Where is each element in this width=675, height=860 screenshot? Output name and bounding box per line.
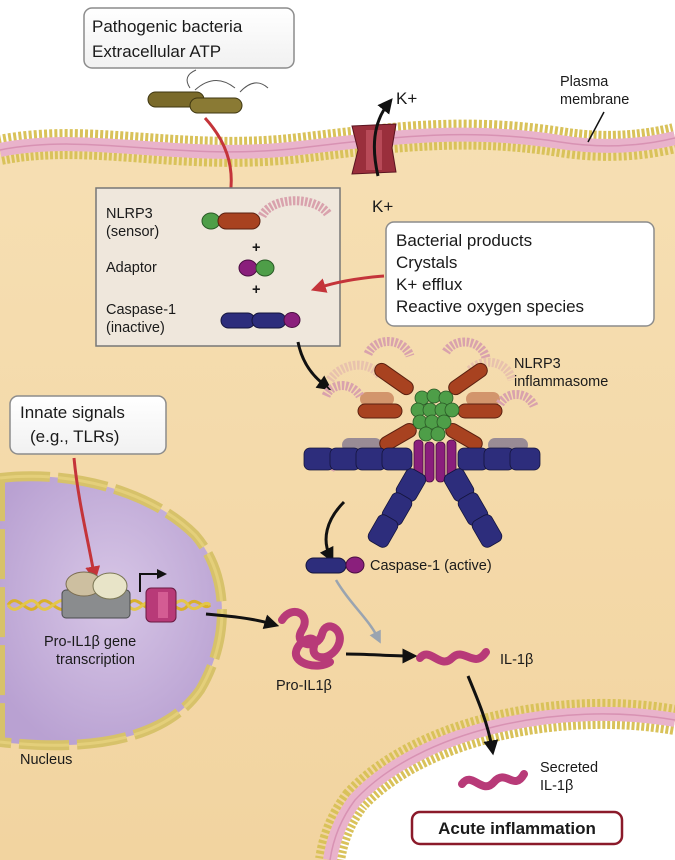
nlrp3-label-line1: NLRP3 (106, 206, 153, 222)
stimulus-item: K+ efflux (396, 275, 463, 294)
outcome-box: Acute inflammation (410, 810, 624, 846)
plasma-membrane-top (0, 119, 675, 167)
bacteria-icon (147, 69, 269, 114)
k-efflux-arrow (372, 98, 393, 177)
k-out-label: K+ (396, 89, 417, 108)
outcome-label: Acute inflammation (438, 819, 596, 838)
plasma-membrane-label-line2: membrane (560, 92, 629, 108)
plus-sign-1: + (252, 240, 260, 256)
translation-arrow (205, 612, 280, 630)
stimulus-item: Bacterial products (396, 231, 532, 250)
stimulus-item: Reactive oxygen species (396, 297, 584, 316)
transcription-complex-icon (61, 571, 131, 619)
caspase-active-icon (305, 556, 365, 574)
pro-gene-label-line1: Pro-IL1β gene (44, 634, 136, 650)
nlrp3-protein-icon (201, 196, 332, 230)
innate-signals-line1: Innate signals (20, 403, 125, 422)
pathogen-box-line1: Pathogenic bacteria (92, 17, 243, 36)
caspase-inactive-label-line2: (inactive) (106, 320, 165, 336)
caspase-inactive-label-line1: Caspase-1 (106, 302, 176, 318)
plasma-membrane-label-group: Plasma membrane (560, 74, 629, 143)
innate-signals-box: Innate signals (e.g., TLRs) (9, 395, 167, 455)
secreted-il1b-icon (458, 770, 528, 791)
plus-sign-2: + (252, 282, 260, 298)
caspase-inactive-icon (220, 312, 301, 329)
secreted-label-line1: Secreted (540, 760, 598, 776)
activation-arrow (319, 500, 346, 563)
pro-il1b-gene-icon (139, 569, 177, 623)
assembly-arrow (296, 341, 333, 391)
pro-gene-label-line2: transcription (56, 652, 135, 668)
pro-il1b-label: Pro-IL1β (276, 678, 332, 694)
inflammasome-label-line1: NLRP3 (514, 356, 561, 372)
il1b-label: IL-1β (500, 652, 533, 668)
processing-arrow (345, 648, 418, 664)
plasma-membrane-label-line1: Plasma (560, 74, 609, 90)
nucleus-label: Nucleus (20, 752, 72, 768)
innate-signals-line2: (e.g., TLRs) (30, 427, 119, 446)
bacteria-arrow (203, 116, 239, 204)
innate-signals-arrow (72, 457, 101, 582)
caspase-active-label: Caspase-1 (active) (370, 558, 492, 574)
components-box: NLRP3 (sensor) + Adaptor + Caspase-1 (in… (95, 187, 341, 347)
inflammasome-label-line2: inflammasome (514, 374, 608, 390)
plasma-membrane-bottom (315, 698, 675, 860)
adaptor-label: Adaptor (106, 260, 157, 276)
stimulus-item: Crystals (396, 253, 457, 272)
cleavage-arrow (334, 579, 381, 644)
inflammasome-complex-icon (303, 337, 541, 548)
k-in-label: K+ (372, 197, 393, 216)
pro-il1b-protein-icon (278, 607, 344, 670)
il1b-protein-icon (416, 648, 490, 666)
secreted-label-line2: IL-1β (540, 778, 573, 794)
stimuli-arrow (310, 274, 385, 293)
stimuli-box: Bacterial products Crystals K+ efflux Re… (385, 221, 655, 327)
pathogen-box-line2: Extracellular ATP (92, 42, 221, 61)
adaptor-protein-icon (238, 259, 275, 277)
secretion-arrow (466, 675, 499, 756)
nlrp3-label-line2: (sensor) (106, 224, 159, 240)
pathogen-box: Pathogenic bacteria Extracellular ATP (83, 7, 295, 69)
